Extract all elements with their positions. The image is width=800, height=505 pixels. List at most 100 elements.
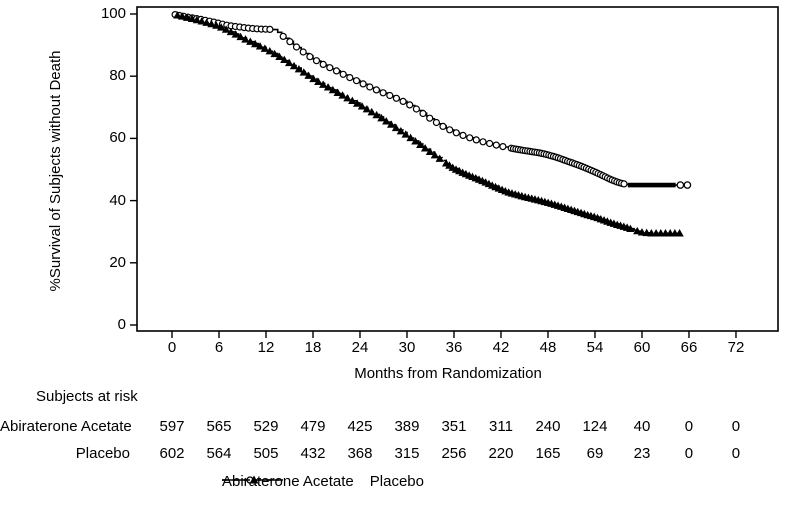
placebo-censor-marker (226, 27, 236, 36)
abiraterone-censor-marker (346, 73, 354, 82)
abiraterone-censor-marker (299, 48, 307, 56)
abiraterone-censor-marker (359, 80, 367, 88)
placebo-censor-marker (391, 123, 401, 132)
risk-value: 23 (633, 445, 651, 462)
placebo-censor-marker (343, 93, 352, 102)
placebo-censor-marker (675, 229, 684, 237)
placebo-censor-marker (231, 30, 240, 38)
placebo-censor-marker (309, 74, 318, 83)
placebo-censor-marker (328, 85, 338, 94)
subjects-at-risk-heading: Subjects at risk (36, 388, 138, 405)
risk-value: 0 (684, 418, 694, 435)
placebo-censor-marker (633, 226, 642, 235)
abiraterone-censor-marker (446, 126, 454, 134)
risk-value: 40 (633, 418, 651, 435)
abiraterone-censor-marker (279, 32, 287, 41)
y-axis-title: %Survival of Subjects without Death (47, 50, 64, 292)
risk-value: 597 (159, 418, 185, 435)
placebo-censor-marker (401, 130, 410, 138)
abiraterone-censor-marker (386, 91, 394, 100)
placebo-censor-marker (265, 47, 274, 55)
x-tick-label: 72 (727, 339, 745, 356)
abiraterone-censor-marker (292, 43, 301, 51)
placebo-censor-marker (187, 14, 197, 22)
plot-frame (136, 6, 779, 332)
x-tick-label: 48 (539, 339, 557, 356)
placebo-censor-marker (425, 147, 435, 155)
risk-value: 256 (441, 445, 467, 462)
x-tick-label: 0 (167, 339, 177, 356)
abiraterone-censor-marker (452, 129, 460, 137)
dashed-line-filled-triangle-icon (222, 475, 286, 484)
risk-value: 0 (684, 445, 694, 462)
placebo-censor-marker (212, 21, 221, 29)
abiraterone-censor-marker (412, 105, 420, 113)
abiraterone-censor-marker (406, 101, 414, 109)
x-tick-label: 54 (586, 339, 604, 356)
risk-value: 0 (731, 445, 741, 462)
placebo-censor-marker (430, 151, 440, 159)
risk-value: 311 (489, 418, 513, 435)
y-tick-label: 80 (109, 67, 126, 85)
placebo-censor-marker (323, 83, 333, 91)
placebo-censor-marker (280, 55, 289, 64)
x-tick-label: 24 (351, 339, 369, 356)
abiraterone-censor-marker (439, 122, 447, 131)
y-tick-label: 0 (117, 316, 126, 333)
abiraterone-censor-marker (459, 131, 467, 139)
risk-value: 389 (394, 418, 420, 435)
abiraterone-censor-marker (339, 70, 347, 78)
risk-value: 479 (300, 418, 326, 435)
abiraterone-censor-marker (392, 94, 400, 102)
placebo-censor-marker (382, 117, 391, 125)
abiraterone-censor-marker (352, 77, 361, 85)
x-tick-label: 60 (633, 339, 651, 356)
abiraterone-end-marker (683, 181, 692, 189)
placebo-censor-marker (221, 25, 231, 33)
abiraterone-censor-marker (366, 83, 374, 91)
abiraterone-censor-marker (312, 57, 321, 65)
y-tick-label: 40 (109, 191, 126, 209)
x-tick-label: 30 (398, 339, 416, 356)
placebo-censor-marker (435, 154, 444, 162)
abiraterone-censor-marker (486, 139, 494, 148)
risk-value: 124 (582, 418, 608, 435)
x-tick-label: 18 (304, 339, 322, 356)
abiraterone-censor-marker (332, 67, 341, 75)
abiraterone-censor-marker (266, 25, 274, 33)
abiraterone-censor-marker (399, 97, 407, 106)
risk-value: 425 (347, 418, 373, 435)
placebo-censor-marker (275, 52, 284, 61)
abiraterone-censor-marker (372, 86, 380, 94)
abiraterone-censor-marker (492, 141, 500, 149)
risk-row-label-placebo: Placebo (75, 445, 130, 462)
x-tick-label: 42 (492, 339, 510, 356)
abiraterone-censor-marker (326, 64, 334, 72)
placebo-censor-marker (260, 44, 270, 52)
placebo-censor-marker (250, 39, 260, 48)
placebo-censor-marker (236, 32, 245, 41)
risk-value: 602 (159, 445, 185, 462)
placebo-censor-marker (294, 64, 304, 73)
placebo-censor-marker (178, 12, 187, 20)
placebo-censor-marker (338, 91, 347, 99)
placebo-censor-marker (626, 224, 635, 233)
abiraterone-censor-marker (479, 138, 487, 146)
placebo-censor-marker (173, 11, 182, 19)
placebo-censor-marker (367, 107, 376, 116)
x-tick-label: 6 (214, 339, 224, 356)
abiraterone-censor-marker (499, 143, 507, 151)
abiraterone-censor-marker (472, 136, 480, 144)
placebo-censor-marker (207, 19, 216, 28)
abiraterone-censor-marker (379, 89, 387, 97)
placebo-censor-marker (216, 23, 226, 31)
x-tick-label: 36 (445, 339, 463, 356)
placebo-censor-marker (299, 68, 308, 76)
placebo-censor-marker (411, 137, 420, 145)
risk-value: 0 (731, 418, 741, 435)
abiraterone-censor-marker (319, 60, 327, 69)
placebo-censor-marker (255, 42, 265, 50)
risk-value: 69 (586, 445, 604, 462)
placebo-censor-marker (270, 49, 279, 58)
